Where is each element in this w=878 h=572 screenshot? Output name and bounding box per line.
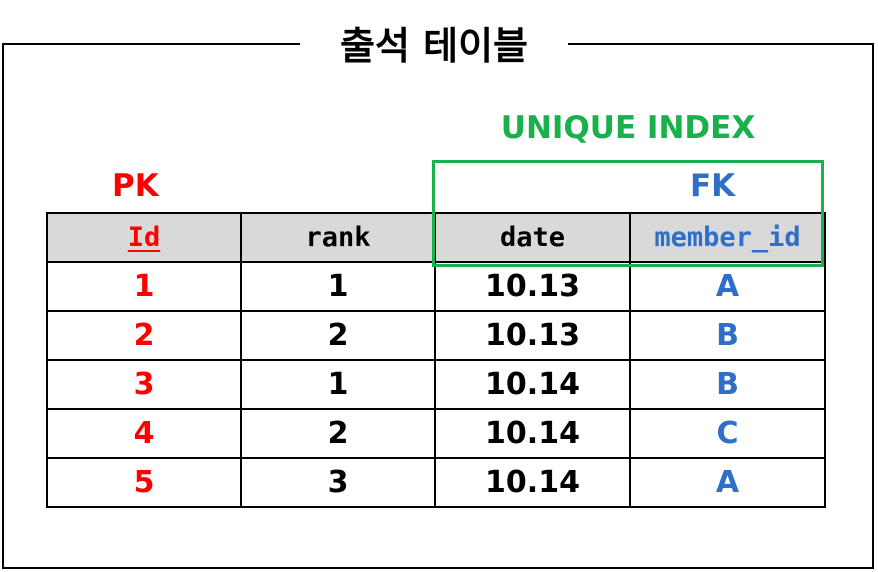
table-row: 1 1 10.13 A <box>46 261 826 312</box>
column-header-date: date <box>434 212 631 263</box>
cell-rank: 2 <box>240 408 436 459</box>
cell-member-id: A <box>629 261 826 312</box>
diagram-title: 출석 테이블 <box>300 18 568 74</box>
cell-member-id: B <box>629 359 826 410</box>
cell-date: 10.13 <box>434 261 631 312</box>
attendance-table: Id rank date member_id 1 1 10.13 A 2 2 1… <box>46 212 826 508</box>
cell-member-id: C <box>629 408 826 459</box>
cell-id: 4 <box>46 408 242 459</box>
column-header-rank: rank <box>240 212 436 263</box>
column-header-id: Id <box>46 212 242 263</box>
pk-label: PK <box>112 168 159 204</box>
table-row: 5 3 10.14 A <box>46 457 826 508</box>
cell-id: 2 <box>46 310 242 361</box>
cell-id: 3 <box>46 359 242 410</box>
cell-rank: 1 <box>240 261 436 312</box>
cell-id: 5 <box>46 457 242 508</box>
unique-index-label: UNIQUE INDEX <box>500 110 756 146</box>
table-row: 2 2 10.13 B <box>46 310 826 361</box>
cell-rank: 2 <box>240 310 436 361</box>
cell-id: 1 <box>46 261 242 312</box>
fk-label: FK <box>690 168 736 204</box>
cell-member-id: B <box>629 310 826 361</box>
cell-rank: 1 <box>240 359 436 410</box>
cell-date: 10.14 <box>434 359 631 410</box>
cell-date: 10.14 <box>434 408 631 459</box>
cell-date: 10.13 <box>434 310 631 361</box>
table-row: 3 1 10.14 B <box>46 359 826 410</box>
cell-member-id: A <box>629 457 826 508</box>
table-header-row: Id rank date member_id <box>46 212 826 263</box>
cell-rank: 3 <box>240 457 436 508</box>
table-row: 4 2 10.14 C <box>46 408 826 459</box>
cell-date: 10.14 <box>434 457 631 508</box>
column-header-member-id: member_id <box>629 212 826 263</box>
